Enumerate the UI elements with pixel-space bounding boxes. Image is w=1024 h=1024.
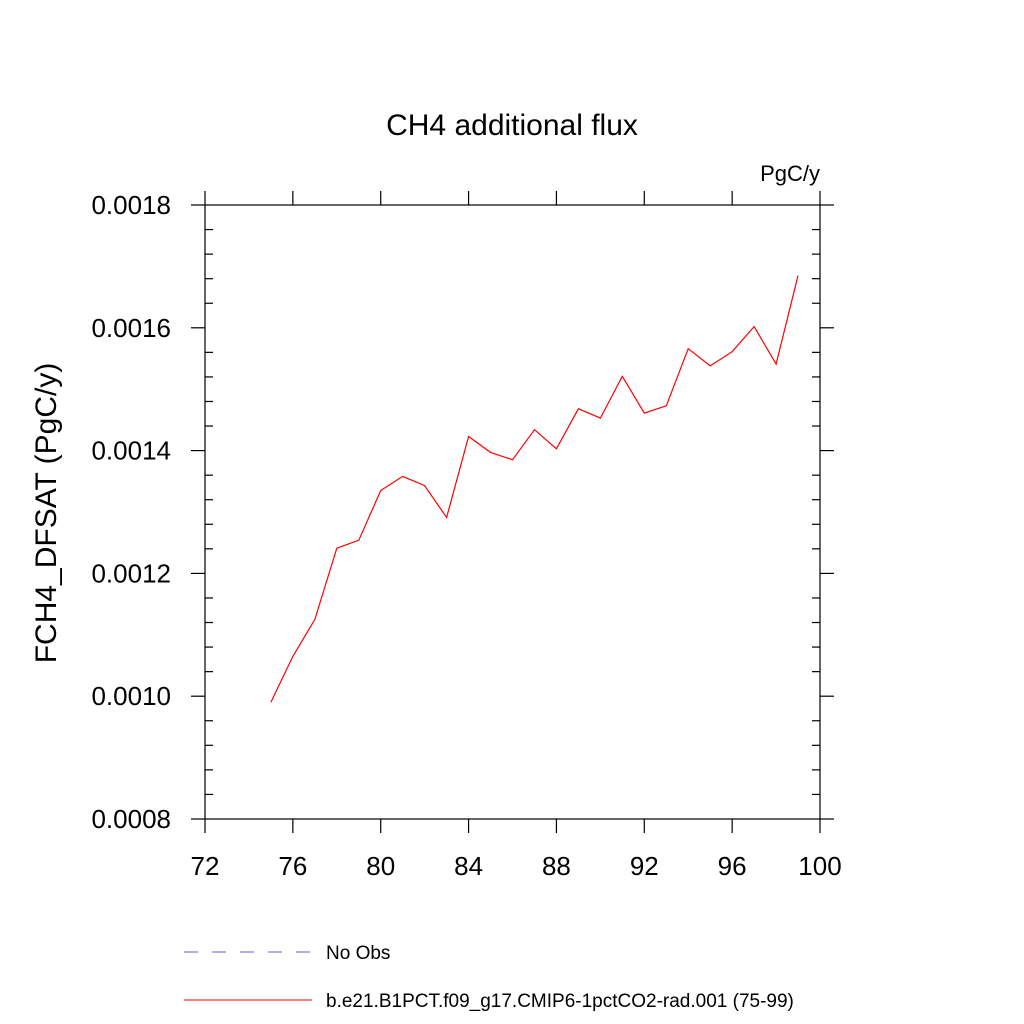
x-tick-label: 84 xyxy=(454,851,483,881)
axis-tick-labels: 72 76 80 84 88 92 96 100 0.0008 0.0010 0.0012 0.001… xyxy=(91,190,841,881)
y-tick-label: 0.0014 xyxy=(91,436,171,466)
y-tick-label: 0.0008 xyxy=(91,804,171,834)
legend-label: No Obs xyxy=(326,943,390,964)
y-tick-label: 0.0018 xyxy=(91,190,171,220)
x-tick-label: 88 xyxy=(542,851,571,881)
x-tick-label: 100 xyxy=(798,851,841,881)
y-tick-label: 0.0010 xyxy=(91,681,171,711)
chart-title: CH4 additional flux xyxy=(386,109,638,142)
series-line xyxy=(270,275,799,703)
legend-label: b.e21.B1PCT.f09_g17.CMIP6-1pctCO2-rad.00… xyxy=(326,991,794,1012)
plot-frame xyxy=(204,204,821,820)
y-tick-label: 0.0012 xyxy=(91,558,171,588)
x-tick-label: 80 xyxy=(366,851,395,881)
legend: No Obs b.e21.B1PCT.f09_g17.CMIP6-1pctCO2-… xyxy=(184,943,794,1012)
x-tick-label: 72 xyxy=(191,851,220,881)
y-axis-label: FCH4_DFSAT (PgC/y) xyxy=(30,363,63,664)
units-label: PgC/y xyxy=(760,161,820,186)
x-tick-label: 76 xyxy=(278,851,307,881)
axis-ticks xyxy=(191,191,834,833)
x-tick-label: 96 xyxy=(718,851,747,881)
series-layer xyxy=(270,275,799,703)
y-tick-label: 0.0016 xyxy=(91,313,171,343)
x-tick-label: 92 xyxy=(630,851,659,881)
